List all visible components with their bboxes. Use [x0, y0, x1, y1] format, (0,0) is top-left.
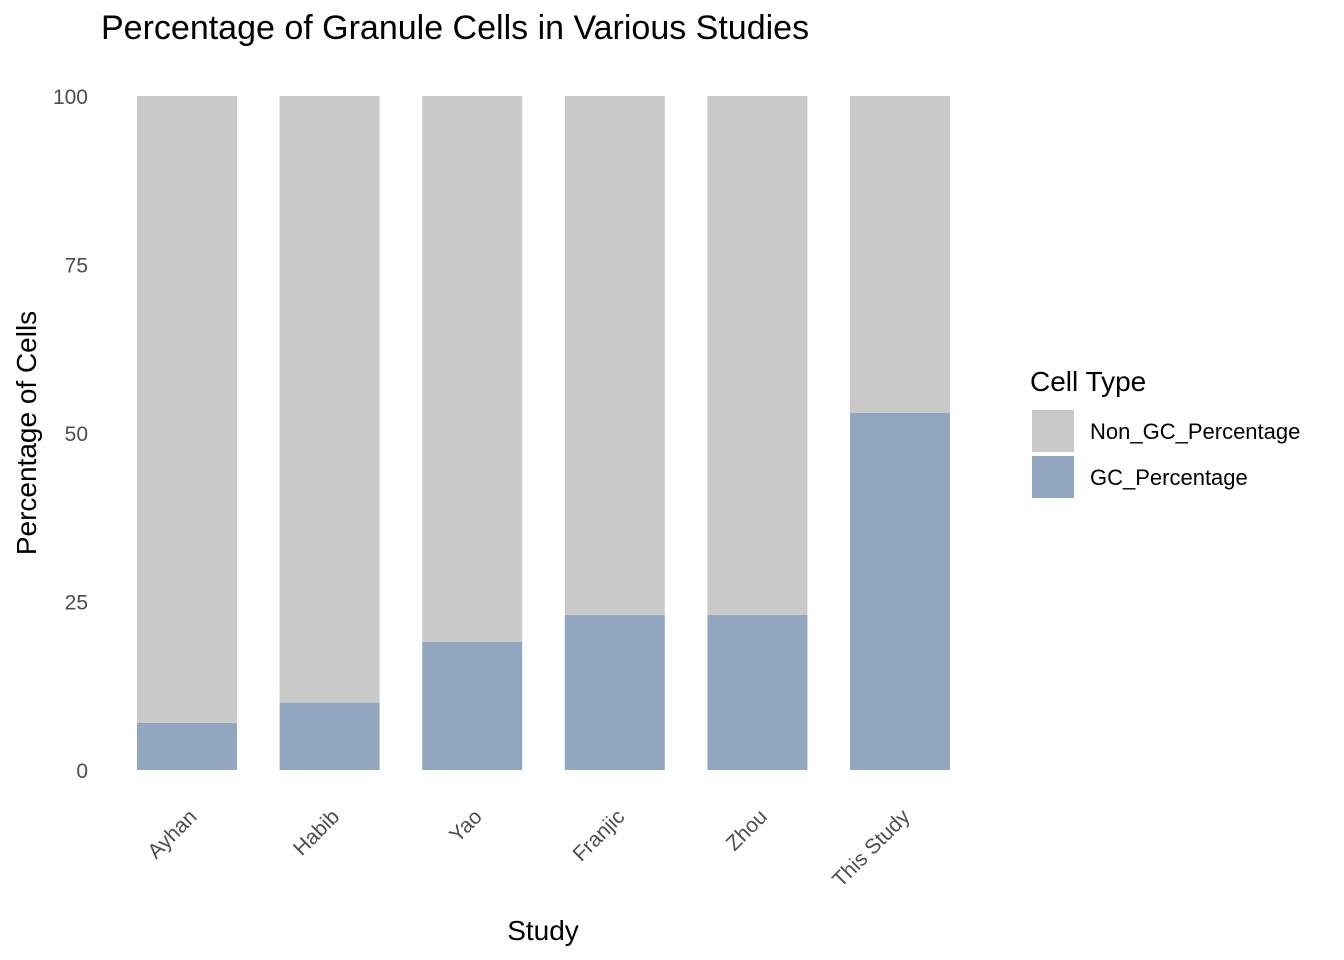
y-axis-ticks: 0 25 50 75 100: [53, 86, 88, 783]
bars: [137, 96, 950, 770]
legend-swatch: [1032, 456, 1074, 498]
x-tick-label: Franjic: [569, 805, 630, 866]
y-tick-label: 50: [65, 423, 88, 446]
x-tick-label: Habib: [289, 805, 344, 860]
bar-non-gc-percentage: [422, 96, 523, 642]
legend-items: Non_GC_Percentage GC_Percentage: [1032, 410, 1300, 498]
bar-non-gc-percentage: [279, 96, 380, 703]
x-tick-label: Zhou: [722, 805, 772, 855]
bar-gc-percentage: [564, 614, 665, 770]
x-axis-ticks: Ayhan Habib Yao Franjic Zhou This Study: [143, 805, 914, 892]
y-axis-title: Percentage of Cells: [11, 311, 42, 555]
bar-gc-percentage: [279, 702, 380, 770]
legend-title: Cell Type: [1030, 366, 1146, 397]
legend: Cell Type Non_GC_Percentage GC_Percentage: [1030, 366, 1300, 498]
y-tick-label: 25: [65, 592, 88, 615]
bar-gc-percentage: [850, 412, 950, 770]
x-tick-label: Ayhan: [143, 805, 201, 863]
y-tick-label: 100: [53, 86, 88, 109]
bar-gc-percentage: [137, 722, 237, 770]
bar-gc-percentage: [707, 614, 808, 770]
legend-label: GC_Percentage: [1090, 465, 1248, 490]
bar-gc-percentage: [422, 641, 523, 770]
x-axis-title: Study: [507, 915, 579, 946]
chart-title: Percentage of Granule Cells in Various S…: [101, 9, 809, 47]
legend-swatch: [1032, 410, 1074, 452]
y-tick-label: 75: [65, 255, 88, 278]
x-tick-label: This Study: [828, 805, 915, 892]
bar-non-gc-percentage: [707, 96, 808, 615]
bar-non-gc-percentage: [137, 96, 237, 723]
y-tick-label: 0: [76, 760, 88, 783]
bar-non-gc-percentage: [564, 96, 665, 615]
legend-label: Non_GC_Percentage: [1090, 419, 1300, 444]
x-tick-label: Yao: [445, 805, 487, 847]
bar-non-gc-percentage: [850, 96, 950, 413]
